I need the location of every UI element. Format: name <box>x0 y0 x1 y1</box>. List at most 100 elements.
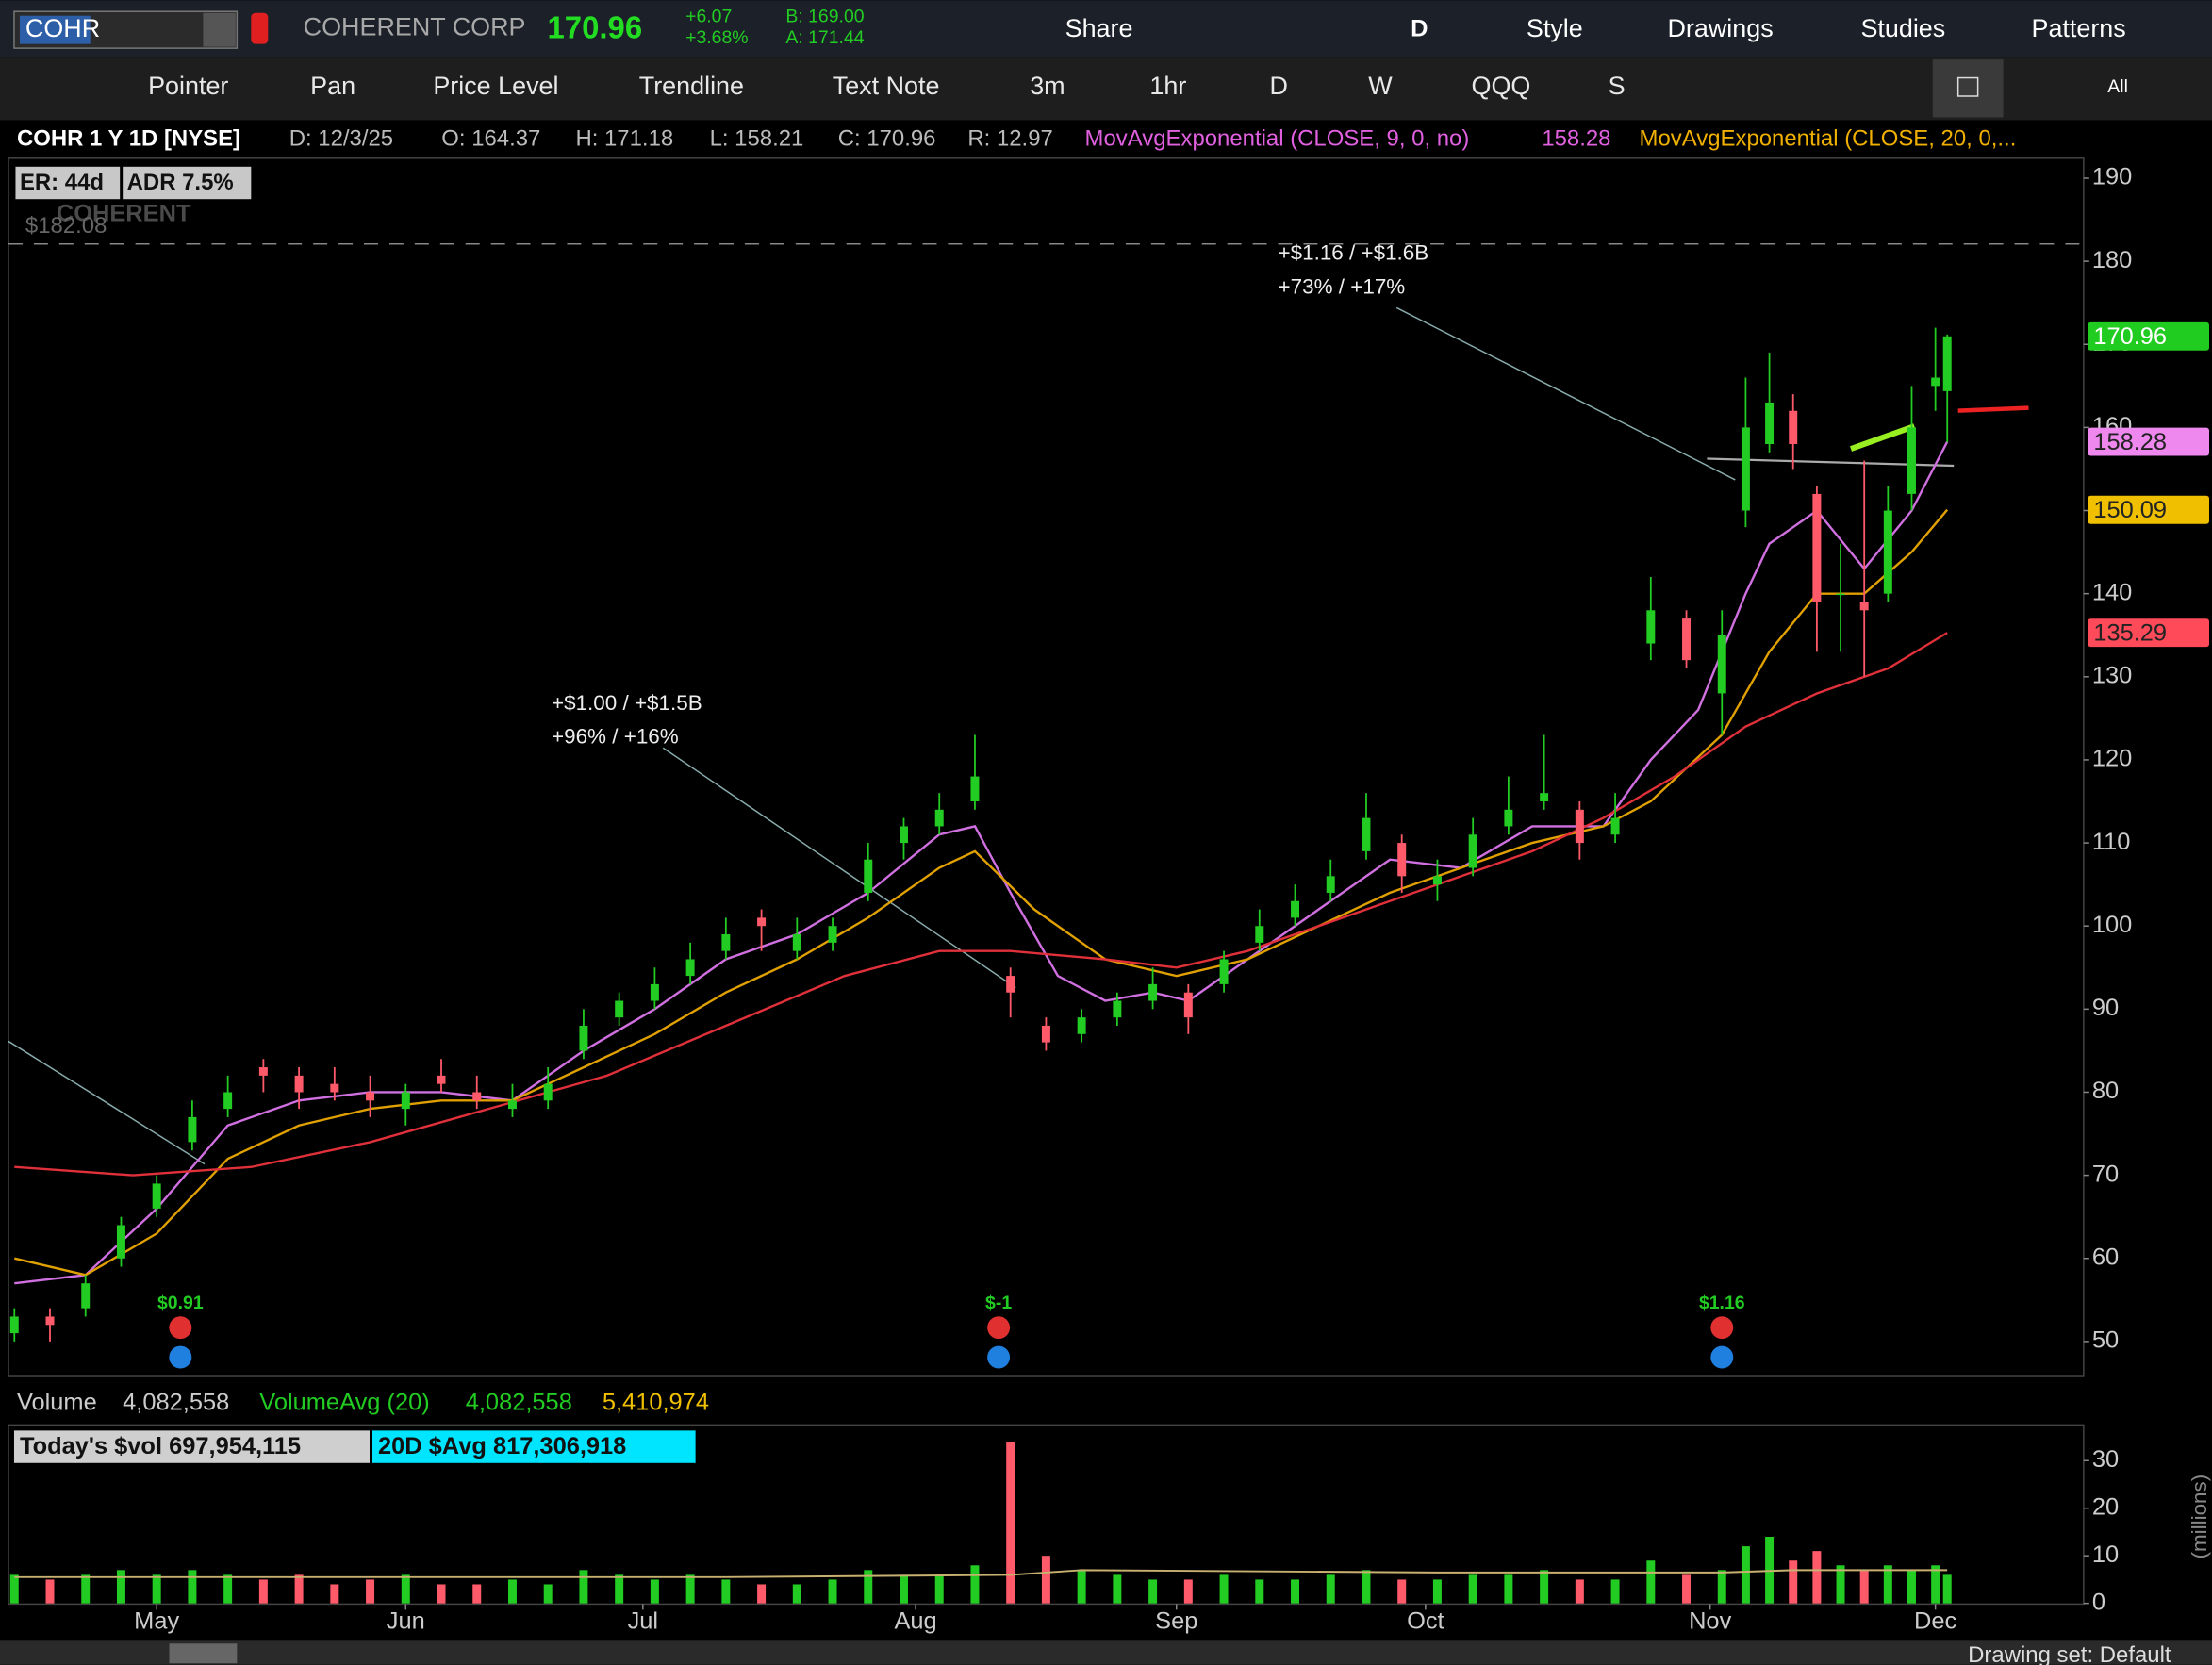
volume-bar <box>900 1574 908 1604</box>
volume-bar <box>507 1579 517 1604</box>
volume-bar <box>1610 1579 1620 1604</box>
drawing-tool[interactable]: 1hr <box>1149 72 1186 100</box>
drawing-tool[interactable]: 3m <box>1030 72 1065 100</box>
candle-body <box>1789 410 1798 445</box>
dividend-icon[interactable] <box>169 1345 192 1369</box>
earnings-icon[interactable] <box>987 1316 1011 1340</box>
today-vol-bg <box>13 1430 370 1463</box>
ohlc-field: D: 12/3/25 <box>289 126 393 152</box>
volume-bar <box>1717 1570 1726 1604</box>
candle-body <box>1931 377 1940 387</box>
candle-body <box>330 1083 339 1093</box>
toolbar-button[interactable]: Studies <box>1860 14 1945 42</box>
volume-field: Volume <box>17 1390 97 1416</box>
volume-bar <box>828 1579 837 1604</box>
status: Drawing set: Default <box>1968 1642 2171 1665</box>
dividend-icon[interactable] <box>1710 1345 1734 1369</box>
period[interactable]: D <box>1411 15 1428 41</box>
price-marker-label: 158.28 <box>2093 429 2167 455</box>
change-pct: +3.68% <box>685 27 748 48</box>
badge: ADR 7.5% <box>127 170 234 195</box>
candle-body <box>1183 992 1193 1018</box>
volume-bar <box>1883 1565 1892 1604</box>
volume-bar <box>258 1579 268 1604</box>
toolbar-button[interactable]: Patterns <box>2031 14 2125 42</box>
ohlc-field: C: 170.96 <box>838 126 936 152</box>
drawing-tool[interactable]: Pan <box>310 72 355 100</box>
y-tick-label: 100 <box>2092 912 2132 938</box>
candle-body <box>1907 427 1916 494</box>
candle-body <box>1326 876 1335 893</box>
drawing-tool[interactable]: S <box>1609 72 1626 100</box>
candle-body <box>1646 610 1656 644</box>
chart-bg <box>0 121 2212 1665</box>
candle-body <box>1255 926 1264 943</box>
company: COHERENT CORP <box>304 12 526 41</box>
trendline <box>1395 306 1736 481</box>
annotation: +73% / +17% <box>1279 274 1406 298</box>
x-tick-label: Dec <box>1914 1608 1956 1635</box>
x-tick-label: Jun <box>387 1608 425 1635</box>
volume-bar <box>330 1584 339 1604</box>
candle-body <box>1077 1017 1086 1034</box>
volume-bar <box>1812 1551 1822 1604</box>
drawing-tool[interactable]: Text Note <box>833 72 940 100</box>
drawing-tool[interactable]: Trendline <box>639 72 744 100</box>
earnings-icon[interactable] <box>169 1316 192 1340</box>
y-tick-label: 110 <box>2092 829 2131 855</box>
candle-body <box>1504 809 1513 827</box>
volume-bar <box>1397 1579 1407 1604</box>
volume-bar <box>1113 1574 1122 1604</box>
volume-bar <box>1741 1546 1750 1604</box>
dividend-icon[interactable] <box>987 1345 1011 1369</box>
candle-body <box>1113 1000 1122 1018</box>
price-marker <box>2088 618 2210 648</box>
drawing-tool[interactable]: D <box>1270 72 1288 100</box>
ohlc-field: O: 164.37 <box>441 126 540 152</box>
toolbar-button[interactable]: Drawings <box>1667 14 1773 42</box>
ask: A: 171.44 <box>785 27 864 48</box>
drawing-tool[interactable]: Pointer <box>148 72 228 100</box>
candle-body <box>1765 402 1775 445</box>
volume-bar <box>1219 1574 1229 1604</box>
layout-all[interactable]: All <box>2107 76 2128 97</box>
candle-body <box>721 934 731 951</box>
ohlc-field: H: 171.18 <box>575 126 673 152</box>
candle-body <box>9 1316 19 1334</box>
candle-body <box>401 1092 410 1110</box>
candle-body <box>188 1116 197 1143</box>
chart-title: COHR 1 Y 1D [NYSE] <box>17 126 240 152</box>
toolbar-button[interactable]: Style <box>1527 14 1583 42</box>
drawing-tool[interactable]: Price Level <box>433 72 558 100</box>
candle-body <box>1468 834 1477 868</box>
toolbar-button[interactable]: Share <box>1065 14 1133 42</box>
candle-body <box>685 959 695 977</box>
symbol-dropdown[interactable] <box>203 12 236 47</box>
annotation: +$1.00 / +$1.5B <box>552 691 702 715</box>
volume-bar <box>650 1579 659 1604</box>
drawing-tool[interactable]: W <box>1368 72 1393 100</box>
scroll-thumb[interactable] <box>169 1643 238 1664</box>
candle-body <box>1432 876 1442 885</box>
candle-body <box>792 934 801 951</box>
price-marker-label: 170.96 <box>2093 323 2167 350</box>
layout-single[interactable] <box>1932 59 2004 118</box>
top-bar <box>0 0 2212 58</box>
earnings-icon[interactable] <box>1710 1316 1734 1340</box>
price-marker-label: 135.29 <box>2093 619 2167 646</box>
volume-bar <box>1183 1579 1193 1604</box>
volume-bar <box>223 1574 233 1604</box>
y-tick-label: 130 <box>2092 663 2132 689</box>
candle-body <box>437 1075 446 1084</box>
drawing-tool[interactable]: QQQ <box>1472 72 1531 100</box>
annotation: +96% / +16% <box>552 725 679 749</box>
study-9-value: 158.28 <box>1542 126 1610 152</box>
volume-bar <box>9 1574 19 1604</box>
candle-body <box>223 1092 233 1110</box>
volume-bar <box>81 1574 91 1604</box>
candle-body <box>81 1283 91 1309</box>
volume-bar <box>934 1574 944 1604</box>
candle-body <box>1859 602 1869 611</box>
y-tick-label: 10 <box>2092 1541 2119 1568</box>
